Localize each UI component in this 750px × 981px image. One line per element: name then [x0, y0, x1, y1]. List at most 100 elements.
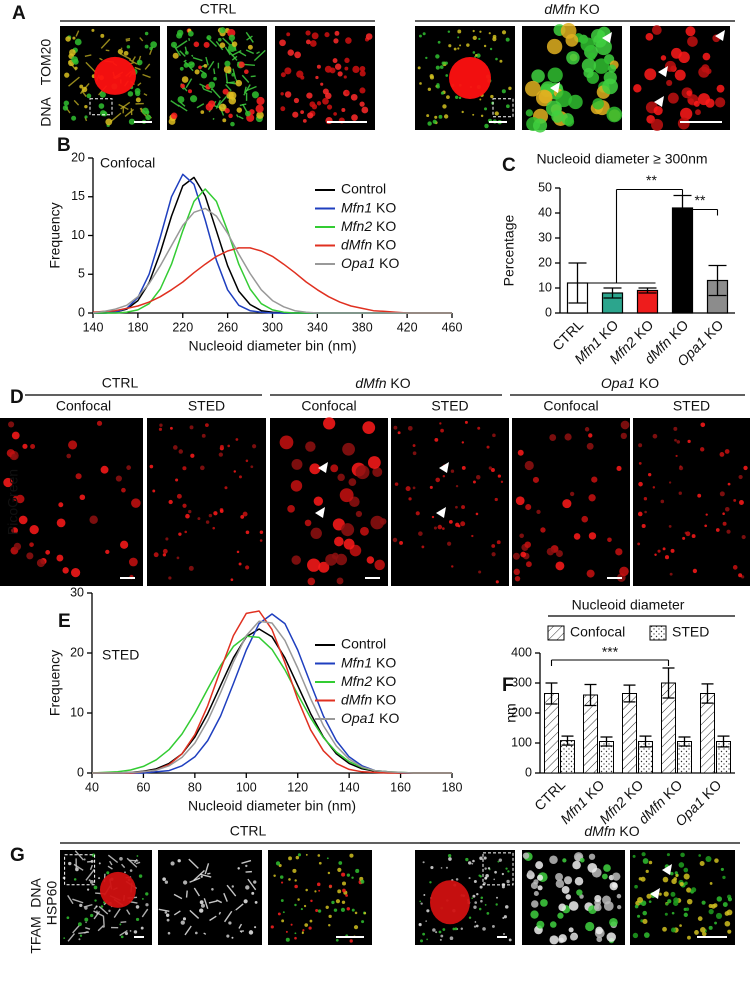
stain-spot: [660, 55, 667, 61]
stain-spot: [558, 934, 567, 943]
stain-spot: [8, 421, 15, 428]
stain-spot: [337, 71, 343, 77]
legend-label: Control: [341, 181, 386, 197]
stain-spot: [668, 481, 672, 484]
stain-spot: [455, 484, 459, 488]
stain-spot: [637, 542, 641, 546]
stain-spot: [285, 937, 290, 942]
stain-spot: [108, 909, 111, 913]
legend-label: Mfn1 KO: [341, 654, 396, 670]
stain-spot: [495, 57, 498, 61]
mito-network: [250, 75, 256, 78]
stain-spot: [100, 465, 109, 474]
stain-spot: [188, 509, 192, 514]
stain-spot: [496, 896, 498, 899]
label-part: Opa1: [341, 255, 375, 271]
y-tick-label: 10: [538, 280, 552, 294]
stain-spot: [466, 43, 470, 47]
stain-spot: [15, 494, 25, 504]
stain-spot: [502, 917, 505, 920]
stain-spot: [700, 422, 706, 428]
group-label: CTRL: [200, 1, 237, 17]
stain-spot: [294, 932, 297, 935]
stain-spot: [490, 468, 495, 473]
stain-spot: [459, 44, 462, 47]
stain-spot: [568, 927, 574, 933]
label-part: Opa1: [341, 710, 375, 726]
stain-spot: [366, 556, 375, 564]
stain-spot: [226, 934, 230, 938]
stain-spot: [727, 482, 731, 486]
stain-spot: [208, 513, 213, 518]
stain-spot: [620, 432, 627, 440]
stain-spot: [169, 426, 173, 430]
stain-spot: [195, 931, 198, 935]
mito-network: [218, 95, 227, 106]
stain-spot: [162, 553, 167, 557]
stain-spot: [615, 548, 623, 556]
stain-spot: [359, 101, 365, 107]
stain-spot: [359, 87, 366, 94]
nucleus: [449, 57, 491, 99]
stain-spot: [616, 893, 622, 899]
stain-spot: [420, 939, 423, 943]
x-tick-label: 80: [188, 780, 202, 794]
stain-spot: [309, 919, 313, 923]
stain-spot: [705, 513, 708, 516]
stain-spot: [307, 577, 316, 586]
stain-spot: [700, 927, 706, 933]
stain-spot: [673, 897, 679, 904]
error-bar: [584, 683, 597, 707]
stain-spot: [422, 32, 426, 36]
stain-spot: [231, 41, 238, 47]
stain-spot: [254, 900, 258, 904]
stain-spot: [708, 908, 714, 915]
stain-spot: [339, 488, 354, 503]
stain-spot: [90, 913, 94, 918]
mito-network: [128, 58, 138, 65]
stain-spot: [326, 857, 329, 860]
stain-spot: [302, 119, 307, 123]
stain-spot: [200, 110, 205, 114]
mode-label: STED: [188, 398, 225, 414]
stain-spot: [303, 904, 307, 908]
stain-spot: [678, 466, 684, 471]
mito-network: [235, 903, 244, 911]
stain-spot: [412, 486, 416, 490]
micrograph-background: [147, 418, 266, 586]
stain-spot: [78, 938, 81, 941]
stain-spot: [471, 862, 474, 865]
stain-spot: [693, 100, 700, 107]
stain-spot: [311, 104, 318, 110]
mito-network: [192, 56, 203, 62]
mito-network: [125, 39, 131, 42]
label-part: KO: [372, 236, 396, 252]
error-bar: [717, 735, 730, 748]
stain-spot: [199, 900, 204, 905]
stain-label: PicoGreen: [5, 469, 21, 535]
mito-network: [225, 73, 229, 84]
zoom-box: [64, 854, 96, 886]
mito-network: [256, 51, 260, 55]
stain-spot: [484, 867, 487, 870]
stain-spot: [331, 900, 335, 905]
stain-spot: [648, 860, 653, 865]
stain-spot: [677, 117, 690, 130]
stain-spot: [442, 104, 447, 109]
x-tick-label: 140: [339, 780, 360, 794]
stain-spot: [181, 76, 189, 83]
stain-spot: [497, 860, 500, 863]
x-tick-label: 420: [397, 320, 418, 334]
y-tick-label: 20: [538, 255, 552, 269]
stain-spot: [437, 40, 441, 44]
mito-network: [189, 909, 200, 919]
stain-spot: [245, 885, 250, 890]
stain-spot: [709, 882, 713, 885]
error-bar: [662, 667, 675, 699]
stain-spot: [305, 30, 311, 36]
stain-spot: [341, 108, 346, 112]
stain-spot: [426, 909, 430, 913]
stain-spot: [634, 884, 638, 889]
stain-spot: [200, 903, 205, 908]
stain-spot: [478, 874, 481, 877]
